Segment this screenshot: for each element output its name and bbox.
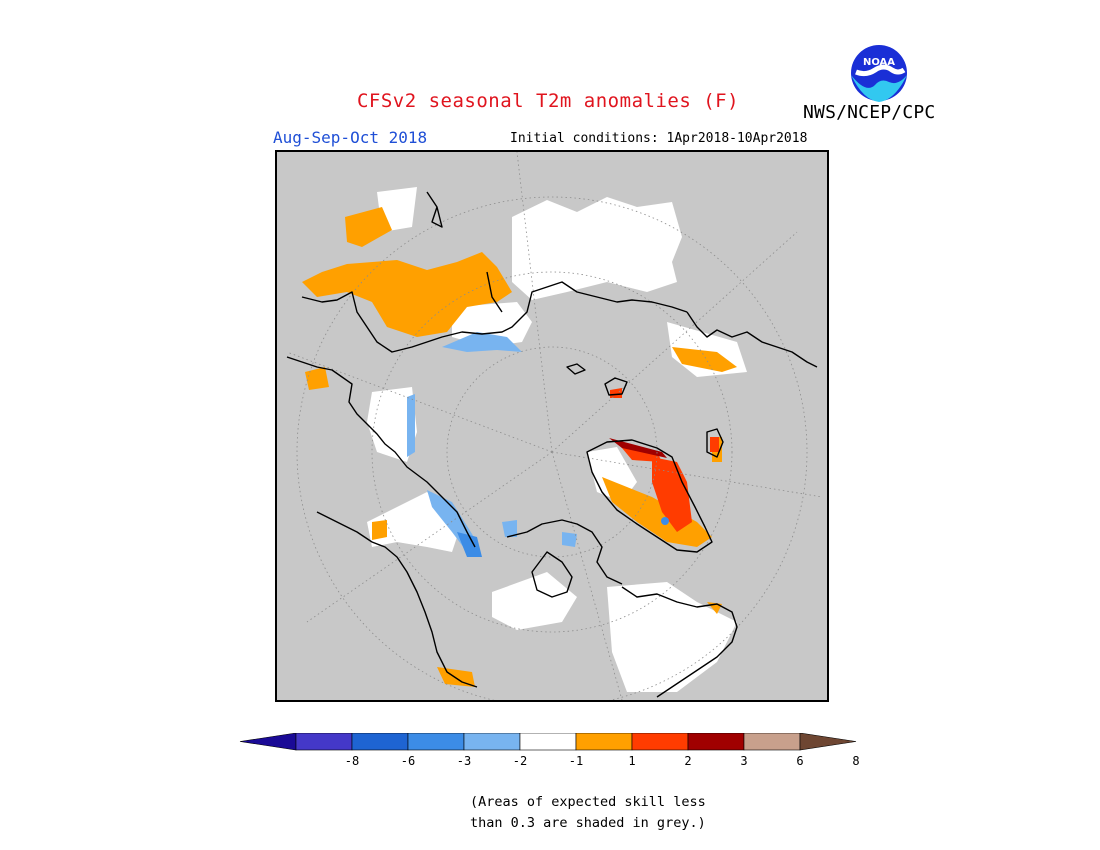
svg-text:NOAA: NOAA	[863, 57, 895, 68]
moderate-cold-area-canada	[457, 532, 482, 557]
coastline-north-america-west	[316, 511, 478, 688]
legend-swatch	[295, 733, 353, 751]
legend-label: 1	[628, 754, 636, 768]
legend-label: -2	[512, 754, 528, 768]
legend-label: 6	[796, 754, 804, 768]
coastline-canada-arctic	[506, 519, 623, 585]
cold-area-baffin	[562, 532, 577, 547]
agency-label: NWS/NCEP/CPC	[803, 102, 936, 123]
noaa-logo: NOAA	[849, 43, 909, 103]
cold-area-canada-arctic	[502, 520, 517, 537]
coastline-siberia	[301, 281, 688, 353]
legend-label: -3	[456, 754, 472, 768]
warm-area-scandinavia	[672, 347, 737, 372]
coastline-iceland	[706, 428, 724, 458]
strong-warm-area-greenland-east	[652, 457, 692, 532]
skill-note: (Areas of expected skill less than 0.3 a…	[470, 792, 750, 834]
legend-swatch	[519, 733, 577, 751]
skill-note-line-1: (Areas of expected skill less	[470, 794, 706, 810]
warm-area-canada	[372, 520, 387, 540]
legend-label: 3	[740, 754, 748, 768]
legend-label: -1	[568, 754, 584, 768]
warm-area-bering	[305, 367, 329, 390]
near-normal-area-canada-central	[492, 572, 577, 630]
coastline-europe	[621, 586, 738, 698]
warm-area-greenland	[602, 477, 712, 547]
legend-swatch	[351, 733, 409, 751]
legend-label: -8	[344, 754, 360, 768]
cold-area-alaska-coast	[407, 394, 415, 457]
near-normal-areas	[367, 187, 747, 692]
near-normal-area-arctic-russia	[512, 197, 682, 300]
legend-swatch	[687, 733, 745, 751]
initial-conditions-label: Initial conditions: 1Apr2018-10Apr2018	[510, 131, 808, 146]
coastline-laptev	[486, 271, 503, 313]
very-warm-area-greenland-coast	[609, 438, 667, 458]
coastlines	[286, 191, 818, 698]
legend-arrow-high	[799, 733, 857, 751]
coastline-franz-josef	[604, 377, 628, 396]
cold-area-siberia-coast	[442, 332, 522, 352]
color-legend	[239, 733, 857, 751]
moderate-cold-area-greenland-spot	[661, 517, 669, 525]
coastline-alaska	[286, 356, 476, 548]
strong-warm-area-svalbard	[710, 437, 719, 452]
coastline-greenland	[586, 439, 713, 553]
legend-swatch	[575, 733, 633, 751]
season-label: Aug-Sep-Oct 2018	[273, 128, 428, 147]
legend-label: 8	[852, 754, 860, 768]
legend-swatch	[743, 733, 801, 751]
skill-note-line-2: than 0.3 are shaded in grey.)	[470, 815, 706, 831]
map-canvas	[286, 152, 823, 700]
strong-warm-area-franz-josef	[610, 388, 622, 398]
legend-label: -6	[400, 754, 416, 768]
polar-grid	[286, 152, 823, 700]
coastline-svalbard	[566, 363, 586, 375]
near-normal-area-alaska	[367, 387, 417, 462]
legend-swatch	[631, 733, 689, 751]
coastline-hudson-bay	[531, 551, 573, 598]
legend-arrow-low	[239, 733, 297, 751]
very-warm-anomaly-areas	[609, 438, 667, 458]
near-normal-area-europe	[607, 582, 737, 692]
polar-map	[275, 150, 829, 702]
warm-area-kamchatka	[345, 207, 392, 247]
coastline-kamchatka	[426, 191, 443, 228]
legend-swatch	[407, 733, 465, 751]
chart-title: CFSv2 seasonal T2m anomalies (F)	[356, 90, 740, 112]
legend-swatch	[463, 733, 521, 751]
coastline-scandinavia	[686, 311, 818, 368]
legend-label: 2	[684, 754, 692, 768]
warm-area-siberia	[302, 252, 512, 337]
moderate-cold-anomaly-areas	[457, 517, 669, 557]
